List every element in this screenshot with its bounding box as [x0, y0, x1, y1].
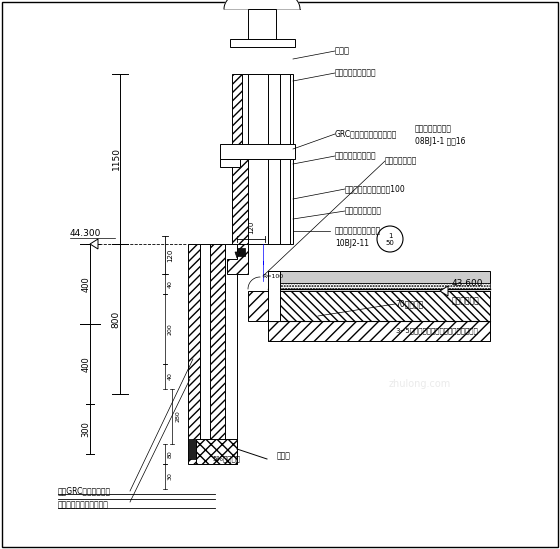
Text: 样式详厂家二次设计: 样式详厂家二次设计 — [335, 69, 377, 77]
Text: zhulong.com: zhulong.com — [389, 379, 451, 389]
Text: 翻包网格布转角长度各100: 翻包网格布转角长度各100 — [345, 184, 406, 193]
Bar — [248, 9, 276, 39]
Text: 岩棉板专用锚固件: 岩棉板专用锚固件 — [345, 206, 382, 216]
Bar — [268, 74, 280, 244]
Bar — [230, 39, 295, 47]
Text: R=100: R=100 — [262, 273, 283, 278]
Bar — [188, 244, 200, 464]
Bar — [220, 159, 240, 167]
Text: 5%（坡向）: 5%（坡向） — [212, 456, 240, 462]
Bar — [242, 74, 267, 244]
Bar — [268, 291, 490, 331]
Text: 120: 120 — [167, 248, 173, 262]
Polygon shape — [224, 0, 300, 9]
Bar — [200, 244, 210, 464]
Text: 70厚岩棉板: 70厚岩棉板 — [395, 300, 423, 309]
Text: 40: 40 — [168, 280, 173, 288]
Text: 200: 200 — [168, 323, 173, 335]
Text: GRC内衬轻钢龙骨装饰挡板: GRC内衬轻钢龙骨装饰挡板 — [335, 130, 398, 138]
Bar — [268, 283, 490, 289]
Text: 400: 400 — [82, 356, 91, 372]
Polygon shape — [235, 252, 240, 258]
Text: 40: 40 — [168, 373, 173, 380]
Bar — [268, 271, 490, 283]
Text: 样式详厂家二次设计: 样式详厂家二次设计 — [335, 152, 377, 160]
Bar — [210, 244, 225, 464]
Text: （结构板顶）: （结构板顶） — [452, 296, 480, 305]
Bar — [275, 74, 290, 244]
Text: 280: 280 — [175, 411, 180, 422]
Bar — [220, 144, 295, 159]
Text: 80: 80 — [168, 450, 173, 458]
Bar — [237, 248, 245, 256]
Text: 搁栅框: 搁栅框 — [277, 451, 291, 461]
Text: 400: 400 — [82, 276, 91, 292]
Text: 30: 30 — [168, 473, 173, 480]
Bar — [225, 244, 237, 464]
Text: 50: 50 — [386, 240, 394, 246]
Bar — [290, 74, 293, 244]
Polygon shape — [90, 239, 98, 249]
Bar — [268, 271, 280, 321]
Text: 800: 800 — [111, 310, 120, 328]
Bar — [232, 74, 242, 244]
Text: 120: 120 — [248, 221, 254, 234]
Text: 08BJ1-1 平屋16: 08BJ1-1 平屋16 — [415, 137, 465, 145]
Text: 44.300: 44.300 — [70, 229, 101, 238]
Text: 1: 1 — [388, 233, 392, 239]
Circle shape — [377, 226, 403, 252]
Text: 防滑地砖上人屋面: 防滑地砖上人屋面 — [415, 125, 452, 133]
Text: 成品聚苯板外墙装饰槽线: 成品聚苯板外墙装饰槽线 — [58, 501, 109, 509]
Bar — [268, 331, 490, 341]
Polygon shape — [227, 244, 248, 274]
Text: 附加卷材一层宽: 附加卷材一层宽 — [385, 156, 417, 165]
Text: 300: 300 — [82, 421, 91, 437]
Bar — [248, 74, 268, 244]
Text: 1150: 1150 — [111, 148, 120, 171]
Text: 10BJ2-11: 10BJ2-11 — [335, 239, 369, 249]
Text: 窗口防水及保温作法见: 窗口防水及保温作法见 — [335, 227, 381, 236]
Bar — [248, 291, 268, 321]
Text: 43.600: 43.600 — [452, 278, 483, 288]
Text: 装饰柱: 装饰柱 — [335, 47, 350, 55]
Polygon shape — [440, 286, 448, 296]
Bar — [232, 159, 248, 244]
Bar — [268, 321, 490, 341]
Text: 3~5厚聚苯板隔离层合成高分子防水卷材: 3~5厚聚苯板隔离层合成高分子防水卷材 — [395, 328, 478, 334]
Text: 成品GRC外墙装饰槽线: 成品GRC外墙装饰槽线 — [58, 486, 111, 496]
Bar — [267, 74, 275, 244]
Bar — [196, 439, 237, 464]
Bar — [188, 439, 196, 459]
